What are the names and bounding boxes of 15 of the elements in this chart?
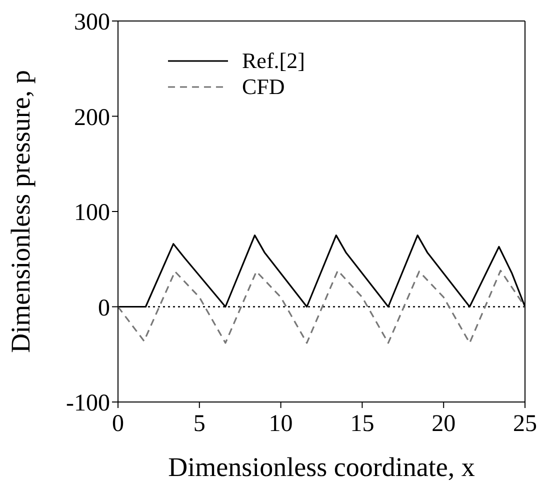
- legend-label: CFD: [242, 74, 285, 100]
- y-tick-label: -100: [66, 390, 110, 417]
- x-tick-label: 10: [268, 411, 293, 438]
- x-tick-label: 15: [350, 411, 374, 438]
- legend-label: Ref.[2]: [242, 48, 305, 74]
- x-tick-label: 5: [193, 411, 206, 438]
- y-tick-label: 300: [74, 10, 110, 36]
- x-tick-label: 25: [513, 411, 537, 438]
- line-series: [118, 270, 525, 344]
- x-tick-label: 20: [432, 411, 456, 438]
- x-axis-title: Dimensionless coordinate, x: [168, 452, 476, 482]
- y-axis-title: Dimensionless pressure, p: [6, 70, 36, 353]
- y-tick-label: 100: [74, 200, 110, 226]
- y-tick-label: 0: [98, 295, 110, 322]
- y-tick-label: 200: [74, 104, 110, 131]
